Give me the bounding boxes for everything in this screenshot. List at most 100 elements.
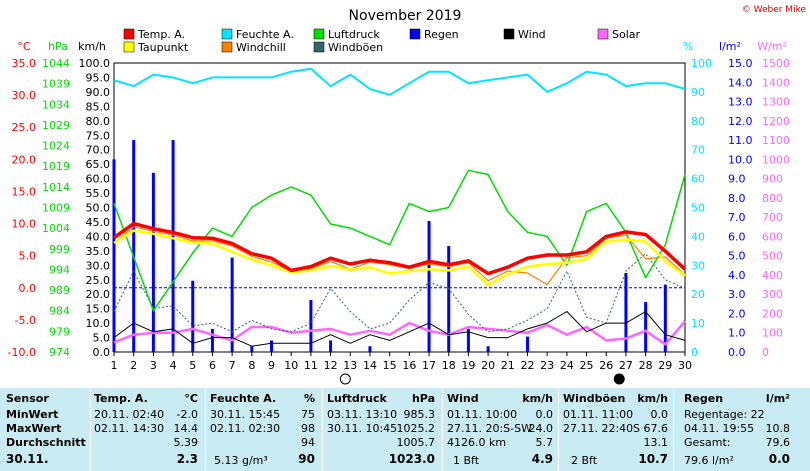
rain-bar	[466, 328, 470, 352]
rain-tick: 12.0	[728, 115, 753, 128]
temp-tick: 30.0	[12, 89, 37, 102]
wind-tick: 90.0	[86, 86, 111, 99]
rain-bar	[427, 220, 431, 352]
rain-total-label: Gesamt:	[684, 436, 731, 449]
temp-tick: 35.0	[12, 57, 37, 70]
solar-tick: 200	[762, 307, 783, 320]
x-tick-label: 10	[284, 359, 298, 372]
humidity-max-time: 02.11. 02:30	[210, 422, 281, 435]
x-tick-label: 28	[639, 359, 653, 372]
rain-bar	[230, 257, 234, 352]
series-windchill	[113, 226, 686, 286]
wind-tick: 15.0	[86, 303, 111, 316]
plot-frame	[113, 62, 686, 353]
temp-tick: 10.0	[12, 218, 37, 231]
rain-tick: 4.0	[728, 269, 746, 282]
solar-tick: 1500	[762, 57, 790, 70]
wind-unit: km/h	[78, 40, 106, 53]
humidity-column: Feuchte A. % 30.11. 15:45 75 02.11. 02:3…	[206, 388, 321, 471]
wind-bft: 1 Bft	[453, 454, 480, 467]
pressure-max-value: 1025.2	[396, 422, 436, 435]
pressure-tick: 1024	[42, 140, 70, 153]
temp-tick: 5.0	[19, 250, 37, 263]
wind-tick: 70.0	[86, 144, 111, 157]
humidity-tick: 60	[691, 173, 705, 186]
rain-tick: 7.0	[728, 211, 746, 224]
solar-tick: 300	[762, 288, 783, 301]
temp-column: Temp. A. °C 20.11. 02:40 -2.0 02.11. 14:…	[91, 388, 204, 471]
wind-tick: 55.0	[86, 187, 111, 200]
sensor-column: Sensor MinWert MaxWert Durchschnitt 30.1…	[0, 388, 90, 471]
gust-min-value: 0.0	[650, 408, 669, 421]
wind-max-value: 24.0	[528, 422, 554, 435]
x-tick-label: 8	[248, 359, 255, 372]
solar-tick: 700	[762, 211, 783, 224]
pressure-tick: 999	[49, 243, 70, 256]
humidity-tick: 30	[691, 259, 705, 272]
humidity-header: Feuchte A.	[210, 392, 277, 405]
x-tick-label: 3	[150, 359, 157, 372]
wind-tick: 10.0	[86, 317, 111, 330]
legend-swatch	[597, 28, 609, 40]
humidity-tick: 10	[691, 317, 705, 330]
rain-max-time: 04.11. 19:55	[684, 422, 755, 435]
rain-unit: l/m²	[719, 40, 741, 53]
legend-swatch	[221, 28, 233, 40]
wind-unit: km/h	[522, 392, 553, 405]
last-date: 30.11.	[6, 452, 49, 466]
x-tick-label: 20	[481, 359, 495, 372]
rain-bar	[250, 346, 254, 352]
x-tick-label: 25	[580, 359, 594, 372]
legend-label: Feuchte A.	[236, 28, 294, 41]
series-wind	[113, 311, 686, 347]
legend-swatch	[503, 28, 515, 40]
solar-tick: 100	[762, 327, 783, 340]
rain-bar	[486, 346, 490, 352]
pressure-tick: 974	[49, 346, 70, 359]
temp-tick: -10.0	[8, 346, 36, 359]
gust-min-time: 01.11. 11:00	[563, 408, 634, 421]
series-windb-en	[113, 253, 686, 333]
solar-tick: 1200	[762, 115, 790, 128]
x-tick-label: 24	[560, 359, 574, 372]
rain-tick: 3.0	[728, 288, 746, 301]
humidity-tick: 40	[691, 230, 705, 243]
x-tick-label: 5	[189, 359, 196, 372]
humidity-min-value: 75	[301, 408, 315, 421]
wind-distance: 4126.0 km	[447, 436, 507, 449]
pressure-tick: 984	[49, 305, 70, 318]
temp-tick: 25.0	[12, 121, 37, 134]
temp-max-time: 02.11. 14:30	[94, 422, 165, 435]
rain-max-value: 10.8	[765, 422, 791, 435]
solar-tick: 1100	[762, 134, 790, 147]
solar-tick: 500	[762, 250, 783, 263]
rain-header: Regen	[684, 392, 724, 405]
legend-label: Windböen	[328, 41, 383, 54]
series-solar	[113, 320, 686, 346]
solar-tick: 400	[762, 269, 783, 282]
temp-unit: °C	[184, 392, 198, 405]
x-tick-label: 1	[111, 359, 118, 372]
pressure-unit: hPa	[411, 392, 435, 405]
rain-bar	[309, 299, 313, 352]
rain-bar	[210, 328, 214, 352]
solar-tick: 0	[762, 346, 769, 359]
x-tick-label: 26	[599, 359, 613, 372]
wind-max-time: 27.11. 20:S-SW	[447, 422, 532, 435]
solar-unit: W/m²	[757, 40, 787, 53]
rain-column: Regen l/m² Regentage: 22 04.11. 19:55 10…	[674, 388, 810, 471]
rain-bar	[447, 246, 451, 352]
legend-label: Regen	[424, 28, 459, 41]
wind-tick: 35.0	[86, 245, 111, 258]
sensor-header: Sensor	[6, 392, 49, 405]
pressure-tick: 1019	[42, 160, 70, 173]
wind-tick: 45.0	[86, 216, 111, 229]
x-tick-label: 18	[442, 359, 456, 372]
temp-min-value: -2.0	[176, 408, 198, 421]
humidity-max-value: 98	[301, 422, 315, 435]
rain-tick: 14.0	[728, 76, 753, 89]
legend-swatch	[409, 28, 421, 40]
legend: Temp. A. Feuchte A. Luftdruck Regen Wind Sola…	[123, 28, 641, 54]
series-temp-a-	[112, 221, 687, 276]
legend-swatch	[123, 28, 135, 40]
